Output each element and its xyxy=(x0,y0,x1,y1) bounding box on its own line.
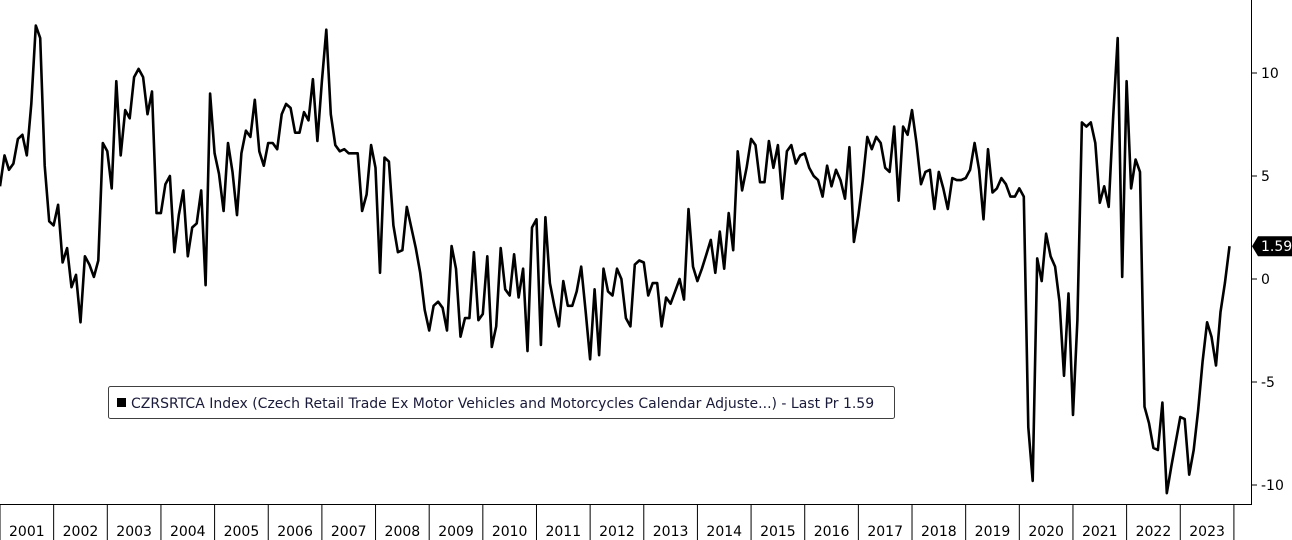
x-tick-label: 2022 xyxy=(1136,524,1172,540)
legend-label: CZRSRTCA Index (Czech Retail Trade Ex Mo… xyxy=(131,396,874,412)
x-tick-label: 2004 xyxy=(170,524,206,540)
x-tick-label: 2009 xyxy=(438,524,474,540)
x-tick-label: 2008 xyxy=(385,524,421,540)
x-tick-label: 2023 xyxy=(1189,524,1225,540)
x-tick-label: 2016 xyxy=(814,524,850,540)
x-tick-label: 2007 xyxy=(331,524,367,540)
y-axis-ticks: 10 5 0 -5 -10 xyxy=(1252,66,1284,494)
x-axis-ticks: 2001 2002 2003 2004 2005 2006 2007 2008 2009 2010… xyxy=(0,505,1235,540)
y-tick-label: -10 xyxy=(1261,478,1284,494)
x-tick-label: 2013 xyxy=(653,524,689,540)
x-tick-label: 2019 xyxy=(975,524,1011,540)
y-tick-label: 5 xyxy=(1261,169,1270,185)
last-value-badge: 1.59 xyxy=(1252,236,1292,257)
x-tick-label: 2020 xyxy=(1028,524,1064,540)
x-tick-label: 2003 xyxy=(116,524,152,540)
x-tick-label: 2017 xyxy=(867,524,903,540)
last-value-label: 1.59 xyxy=(1261,239,1292,255)
series-line-0 xyxy=(0,24,1231,495)
x-tick-label: 2010 xyxy=(492,524,528,540)
x-tick-label: 2014 xyxy=(706,524,742,540)
x-tick-label: 2015 xyxy=(760,524,796,540)
legend-swatch xyxy=(117,398,126,407)
x-tick-label: 2005 xyxy=(224,524,260,540)
x-tick-label: 2011 xyxy=(545,524,581,540)
x-tick-label: 2001 xyxy=(9,524,45,540)
x-tick-label: 2018 xyxy=(921,524,957,540)
legend-box xyxy=(108,386,895,419)
x-tick-label: 2021 xyxy=(1082,524,1118,540)
y-tick-label: 0 xyxy=(1261,272,1270,288)
x-tick-label: 2012 xyxy=(599,524,635,540)
legend: CZRSRTCA Index (Czech Retail Trade Ex Mo… xyxy=(108,386,895,419)
y-tick-label: -5 xyxy=(1261,375,1275,391)
plot-area xyxy=(0,24,1231,495)
last-value-badge-bg xyxy=(1252,236,1292,257)
y-tick-label: 10 xyxy=(1261,66,1279,82)
x-tick-label: 2006 xyxy=(277,524,313,540)
x-tick-label: 2002 xyxy=(63,524,99,540)
